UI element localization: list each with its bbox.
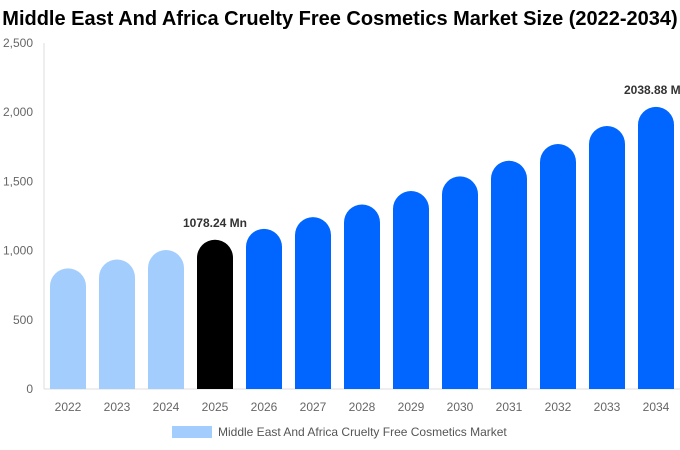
- bar-2028: [344, 204, 380, 389]
- x-tick-label: 2031: [496, 400, 523, 414]
- bar-2031: [491, 160, 527, 389]
- x-tick-label: 2029: [398, 400, 425, 414]
- x-tick-label: 2030: [447, 400, 474, 414]
- legend-swatch: [172, 426, 212, 438]
- x-tick-label: 2034: [643, 400, 670, 414]
- legend[interactable]: Middle East And Africa Cruelty Free Cosm…: [172, 425, 507, 439]
- y-tick-label: 2,000: [3, 105, 33, 119]
- bar-2025: [197, 239, 233, 389]
- x-tick-label: 2028: [349, 400, 376, 414]
- bar-2024: [148, 250, 184, 389]
- bar-2034: [638, 106, 674, 389]
- x-tick-label: 2024: [153, 400, 180, 414]
- bar-2022: [50, 268, 86, 389]
- bar-2026: [246, 228, 282, 389]
- bar-2032: [540, 144, 576, 389]
- x-tick-label: 2022: [55, 400, 82, 414]
- y-tick-label: 500: [13, 313, 33, 327]
- x-tick-label: 2026: [251, 400, 278, 414]
- bar-2023: [99, 259, 135, 389]
- chart-title: Middle East And Africa Cruelty Free Cosm…: [2, 8, 678, 30]
- x-tick-label: 2032: [545, 400, 572, 414]
- data-label: 1078.24 Mn: [183, 216, 247, 230]
- x-tick-label: 2027: [300, 400, 327, 414]
- x-tick-label: 2023: [104, 400, 131, 414]
- y-tick-label: 0: [26, 382, 33, 396]
- bar-2029: [393, 190, 429, 389]
- x-tick-label: 2025: [202, 400, 229, 414]
- bar-2027: [295, 217, 331, 389]
- y-tick-label: 1,000: [3, 244, 33, 258]
- y-tick-label: 2,500: [3, 36, 33, 50]
- bar-2033: [589, 126, 625, 390]
- legend-label: Middle East And Africa Cruelty Free Cosm…: [218, 425, 507, 439]
- y-tick-label: 1,500: [3, 174, 33, 188]
- x-tick-label: 2033: [594, 400, 621, 414]
- bar-2030: [442, 176, 478, 389]
- data-label: 2038.88 Mn: [624, 83, 680, 97]
